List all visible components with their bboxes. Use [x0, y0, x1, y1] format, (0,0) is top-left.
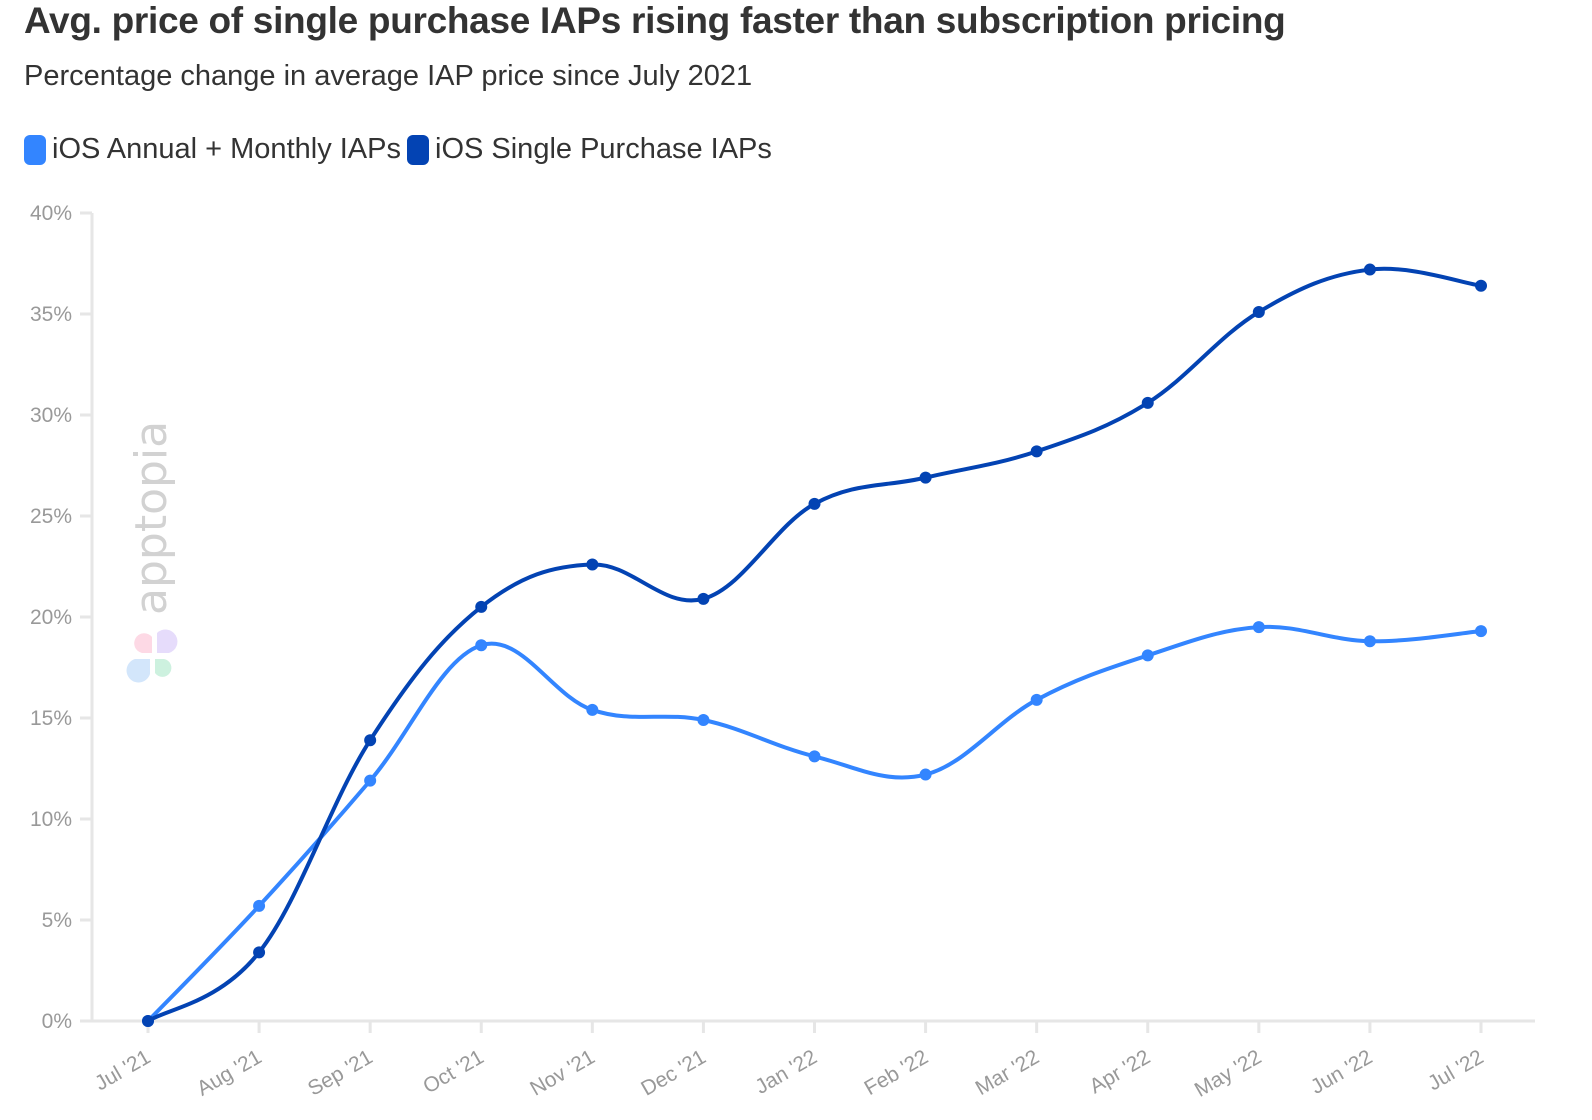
data-point: [253, 946, 266, 959]
y-tick-label: 30%: [30, 404, 72, 427]
series-single-purchase: [142, 263, 1487, 1027]
x-tick-label: Oct '21: [419, 1045, 488, 1098]
svg-text:apptopia: apptopia: [126, 421, 177, 615]
series-line: [146, 266, 1482, 1023]
data-point: [697, 592, 710, 605]
data-point: [1141, 396, 1154, 409]
data-point: [1141, 649, 1154, 662]
data-point: [142, 1015, 154, 1027]
x-tick-label: Mar '22: [972, 1045, 1044, 1100]
chart-title: Avg. price of single purchase IAPs risin…: [24, 0, 1286, 41]
y-tick-label: 40%: [30, 202, 72, 225]
data-point: [1475, 625, 1487, 638]
data-point: [475, 639, 488, 652]
y-tick-label: 5%: [42, 909, 72, 932]
legend-label: iOS Single Purchase IAPs: [435, 133, 772, 165]
data-point: [586, 703, 599, 716]
data-point: [364, 734, 377, 747]
y-tick-label: 0%: [42, 1010, 72, 1033]
data-point: [919, 768, 932, 781]
legend-item-annual-monthly[interactable]: iOS Annual + Monthly IAPs: [24, 133, 401, 166]
data-point: [1363, 263, 1376, 276]
data-point: [1363, 635, 1376, 648]
data-point: [808, 750, 821, 763]
x-tick-label: May '22: [1191, 1045, 1266, 1101]
x-tick-label: Feb '22: [860, 1045, 932, 1100]
y-tick-label: 25%: [30, 505, 72, 528]
data-point: [1252, 621, 1265, 634]
legend: iOS Annual + Monthly IAPs iOS Single Pur…: [24, 133, 778, 166]
y-tick-label: 35%: [30, 303, 72, 326]
x-tick-label: Aug '21: [193, 1045, 266, 1100]
x-tick-label: Jul '21: [91, 1045, 155, 1095]
y-tick-label: 20%: [30, 606, 72, 629]
legend-label: iOS Annual + Monthly IAPs: [52, 133, 401, 165]
data-point: [586, 558, 599, 571]
x-tick-label: Jul '22: [1424, 1045, 1488, 1095]
data-point: [919, 471, 932, 484]
data-point: [1475, 279, 1487, 292]
apptopia-logo-watermark: apptopia: [126, 421, 178, 683]
x-tick-label: Jun '22: [1307, 1045, 1377, 1098]
x-tick-label: Nov '21: [526, 1045, 599, 1100]
data-point: [697, 714, 710, 727]
legend-swatch: [407, 134, 429, 165]
x-tick-label: Dec '21: [637, 1045, 710, 1100]
legend-swatch: [24, 134, 46, 165]
data-point: [475, 600, 488, 613]
data-point: [808, 497, 821, 510]
data-point: [1252, 305, 1265, 318]
x-tick-label: Sep '21: [304, 1045, 377, 1100]
data-point: [1030, 445, 1043, 458]
x-tick-label: Apr '22: [1086, 1045, 1155, 1098]
series-annual-monthly: [142, 621, 1487, 1027]
y-tick-label: 10%: [30, 808, 72, 831]
series-line: [146, 624, 1482, 1023]
x-tick-label: Jan '22: [751, 1045, 821, 1098]
y-tick-label: 15%: [30, 707, 72, 730]
data-point: [364, 774, 377, 787]
chart-subtitle: Percentage change in average IAP price s…: [24, 60, 753, 92]
data-point: [1030, 693, 1043, 706]
legend-item-single-purchase[interactable]: iOS Single Purchase IAPs: [407, 133, 772, 166]
data-point: [253, 899, 266, 912]
